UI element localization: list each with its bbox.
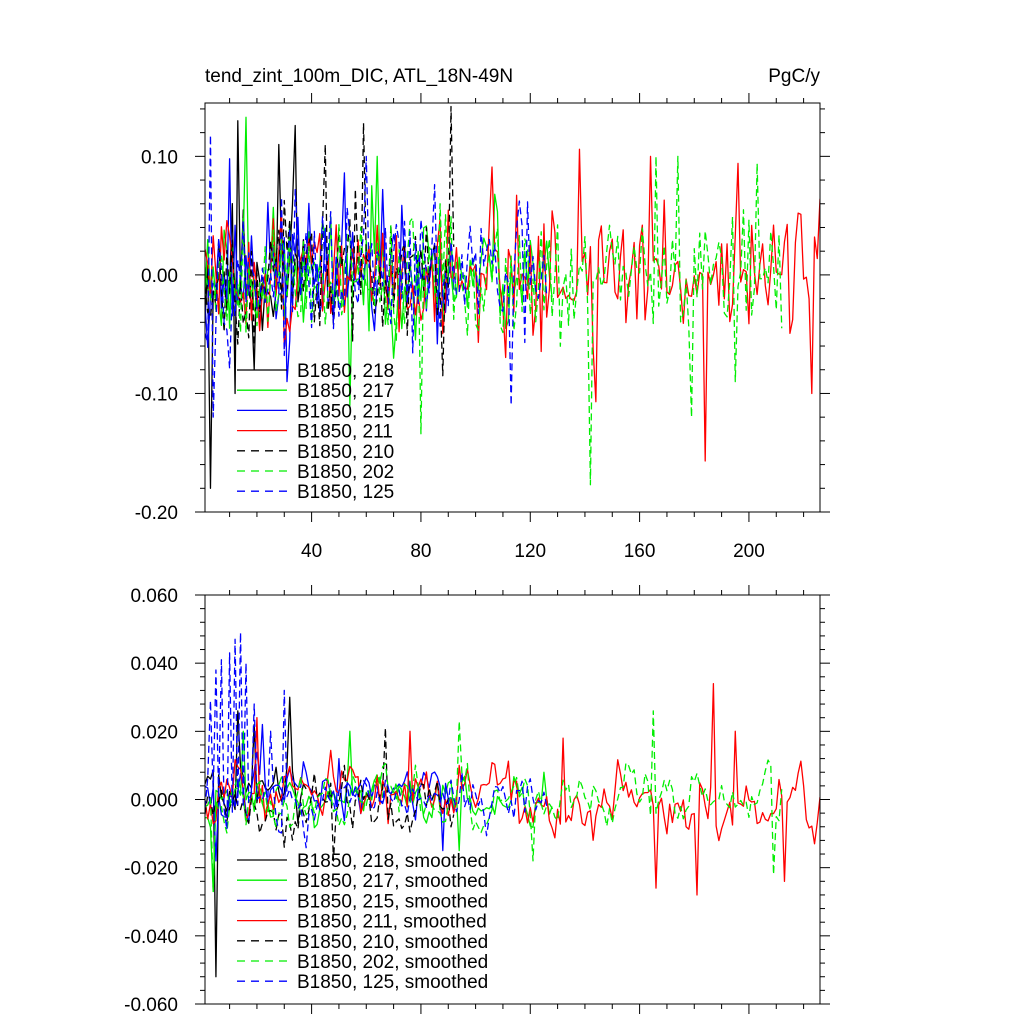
units-label: PgC/y bbox=[768, 66, 820, 87]
y-tick-label: -0.20 bbox=[135, 503, 178, 524]
x-tick-label: 160 bbox=[624, 541, 656, 562]
y-tick-label: -0.10 bbox=[135, 384, 178, 405]
axis-ticks bbox=[195, 585, 830, 1014]
series-line-b1850-210-smoothed bbox=[205, 727, 455, 862]
series-line-b1850-202-smoothed bbox=[205, 710, 783, 893]
legend-label: B1850, 217 bbox=[297, 381, 394, 402]
y-tick-label: 0.040 bbox=[130, 654, 178, 675]
legend-label: B1850, 211, smoothed bbox=[297, 912, 487, 933]
bottom-panel: -0.060 -0.040 -0.020 0.000 0.020 0.040 0.060 B1… bbox=[124, 585, 830, 1016]
legend-label: B1850, 215, smoothed bbox=[297, 891, 488, 912]
series-line-b1850-217-smoothed bbox=[205, 730, 553, 893]
y-tick-label: -0.040 bbox=[124, 927, 178, 948]
series-line-b1850-125 bbox=[205, 134, 548, 418]
legend-label: B1850, 217, smoothed bbox=[297, 871, 488, 892]
y-tick-label: -0.020 bbox=[124, 859, 178, 880]
y-tick-label: 0.10 bbox=[141, 147, 178, 168]
y-tick-label: 0.060 bbox=[130, 586, 178, 607]
legend-label: B1850, 202 bbox=[297, 462, 394, 483]
legend-label: B1850, 202, smoothed bbox=[297, 952, 488, 973]
legend-label: B1850, 218 bbox=[297, 361, 394, 382]
series-group bbox=[205, 105, 820, 489]
plot-frame bbox=[204, 102, 821, 513]
legend-label: B1850, 125 bbox=[297, 482, 394, 503]
x-tick-label: 80 bbox=[410, 541, 431, 562]
axis-ticks bbox=[195, 93, 830, 522]
x-tick-label: 120 bbox=[514, 541, 546, 562]
x-tick-label: 200 bbox=[733, 541, 765, 562]
legend-label: B1850, 211 bbox=[297, 422, 393, 443]
chart-title: tend_zint_100m_DIC, ATL_18N-49N bbox=[205, 66, 513, 87]
top-panel: -0.20 -0.10 0.00 0.10 40 80 120 160 200 tend_zint… bbox=[135, 66, 830, 562]
series-group bbox=[205, 631, 820, 978]
series-line-b1850-211-smoothed bbox=[205, 682, 820, 896]
legend-label: B1850, 215 bbox=[297, 401, 394, 422]
y-tick-label: 0.020 bbox=[130, 722, 178, 743]
y-tick-label: -0.060 bbox=[124, 995, 178, 1016]
y-tick-label: 0.00 bbox=[141, 266, 178, 287]
legend-label: B1850, 210, smoothed bbox=[297, 932, 488, 953]
y-tick-label: 0.000 bbox=[130, 791, 178, 812]
x-tick-label: 40 bbox=[301, 541, 322, 562]
series-line-b1850-125-smoothed bbox=[205, 631, 548, 849]
legend-label: B1850, 210 bbox=[297, 442, 394, 463]
legend-label: B1850, 125, smoothed bbox=[297, 972, 488, 993]
legend-label: B1850, 218, smoothed bbox=[297, 851, 488, 872]
